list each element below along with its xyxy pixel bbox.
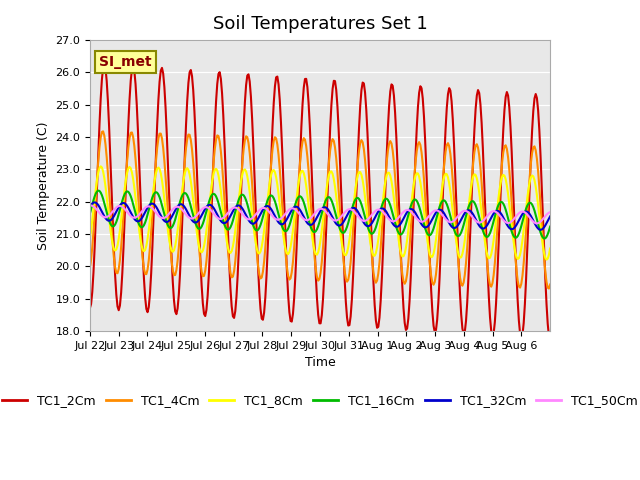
- Legend: TC1_2Cm, TC1_4Cm, TC1_8Cm, TC1_16Cm, TC1_32Cm, TC1_50Cm: TC1_2Cm, TC1_4Cm, TC1_8Cm, TC1_16Cm, TC1…: [0, 389, 640, 412]
- TC1_50Cm: [103, 214, 111, 220]
- TC1_50Cm: [87, 203, 95, 208]
- TC1_50Cm: [86, 203, 93, 208]
- TC1_8Cm: [547, 246, 554, 252]
- TC1_50Cm: [545, 210, 553, 216]
- TC1_8Cm: [324, 178, 332, 183]
- Line: TC1_32Cm: TC1_32Cm: [90, 203, 550, 230]
- Line: TC1_4Cm: TC1_4Cm: [90, 132, 550, 288]
- TC1_8Cm: [545, 252, 553, 258]
- TC1_8Cm: [86, 236, 93, 242]
- TC1_32Cm: [91, 200, 99, 205]
- TC1_32Cm: [324, 206, 332, 212]
- TC1_2Cm: [100, 61, 108, 67]
- TC1_32Cm: [484, 222, 492, 228]
- TC1_32Cm: [415, 217, 423, 223]
- TC1_16Cm: [547, 224, 554, 229]
- TC1_16Cm: [484, 234, 492, 240]
- TC1_50Cm: [415, 218, 423, 224]
- TC1_32Cm: [545, 216, 553, 221]
- TC1_4Cm: [547, 282, 554, 288]
- TC1_16Cm: [103, 209, 111, 215]
- TC1_2Cm: [86, 305, 93, 311]
- Y-axis label: Soil Temperature (C): Soil Temperature (C): [36, 121, 50, 250]
- TC1_2Cm: [324, 183, 332, 189]
- TC1_8Cm: [484, 253, 492, 259]
- TC1_2Cm: [415, 90, 423, 96]
- TC1_8Cm: [117, 217, 125, 223]
- TC1_8Cm: [97, 164, 104, 169]
- Text: SI_met: SI_met: [99, 55, 152, 69]
- X-axis label: Time: Time: [305, 356, 335, 369]
- TC1_8Cm: [415, 174, 423, 180]
- TC1_16Cm: [117, 202, 125, 208]
- Line: TC1_16Cm: TC1_16Cm: [90, 191, 550, 239]
- TC1_2Cm: [547, 337, 554, 343]
- TC1_16Cm: [415, 204, 423, 209]
- Line: TC1_50Cm: TC1_50Cm: [90, 205, 550, 223]
- TC1_4Cm: [324, 174, 332, 180]
- TC1_2Cm: [117, 290, 125, 296]
- TC1_32Cm: [117, 201, 125, 207]
- TC1_16Cm: [324, 194, 332, 200]
- TC1_32Cm: [103, 216, 111, 222]
- TC1_4Cm: [99, 129, 107, 134]
- TC1_32Cm: [86, 204, 93, 210]
- TC1_4Cm: [545, 286, 553, 291]
- TC1_50Cm: [324, 211, 332, 217]
- TC1_50Cm: [547, 209, 554, 215]
- TC1_50Cm: [533, 220, 541, 226]
- TC1_4Cm: [117, 244, 125, 250]
- TC1_2Cm: [484, 268, 492, 274]
- TC1_16Cm: [540, 236, 548, 241]
- TC1_32Cm: [537, 227, 545, 233]
- TC1_8Cm: [543, 257, 550, 263]
- TC1_16Cm: [86, 211, 93, 216]
- TC1_4Cm: [86, 265, 93, 271]
- TC1_16Cm: [95, 188, 102, 193]
- Line: TC1_8Cm: TC1_8Cm: [90, 167, 550, 260]
- Title: Soil Temperatures Set 1: Soil Temperatures Set 1: [212, 15, 428, 33]
- TC1_4Cm: [484, 265, 492, 271]
- TC1_16Cm: [545, 228, 553, 234]
- TC1_4Cm: [415, 139, 423, 145]
- TC1_4Cm: [103, 154, 111, 160]
- TC1_2Cm: [544, 321, 552, 327]
- TC1_50Cm: [484, 213, 492, 218]
- TC1_4Cm: [544, 285, 552, 290]
- TC1_32Cm: [547, 214, 554, 219]
- TC1_2Cm: [103, 78, 111, 84]
- TC1_50Cm: [117, 204, 125, 209]
- TC1_8Cm: [103, 193, 111, 199]
- Line: TC1_2Cm: TC1_2Cm: [90, 64, 550, 340]
